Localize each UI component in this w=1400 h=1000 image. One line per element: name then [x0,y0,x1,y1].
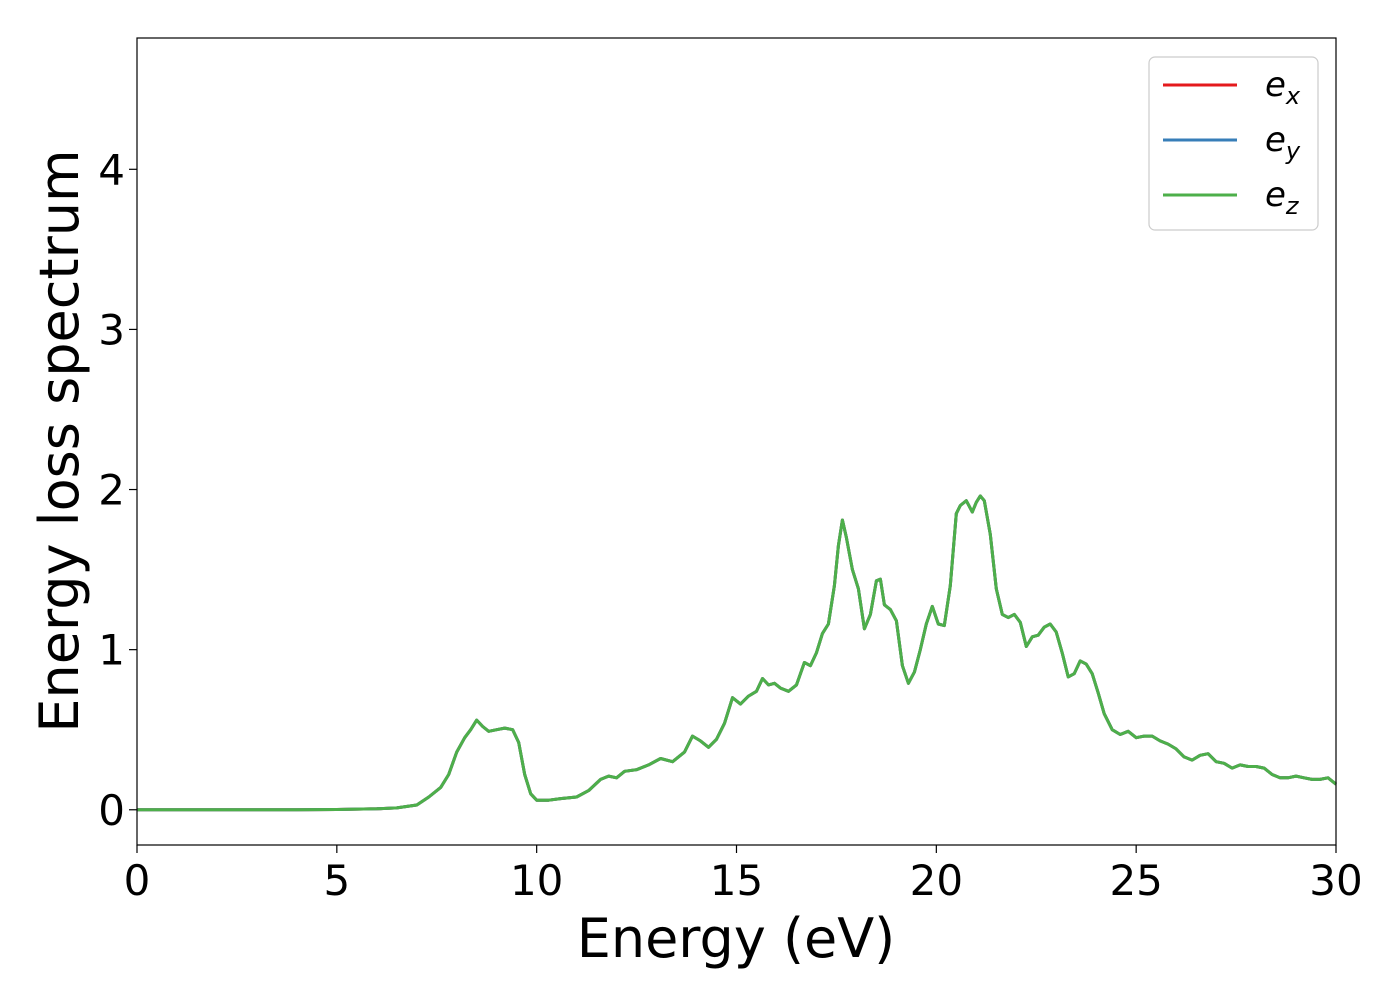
y-axis-ticks: 0 1 2 3 4 [98,145,137,835]
y-tick-label: 3 [98,305,125,354]
y-tick-label: 1 [98,626,125,675]
y-axis-label: Energy loss spectrum [28,149,91,732]
y-tick-label: 4 [98,145,125,194]
legend-box [1148,56,1319,231]
x-tick-label: 15 [710,856,763,905]
x-tick-label: 20 [910,856,963,905]
x-axis-label: Energy (eV) [577,907,896,970]
y-tick-label: 2 [98,466,125,515]
x-tick-label: 5 [323,856,350,905]
x-tick-label: 30 [1309,856,1362,905]
series-lines [137,494,1337,812]
x-axis-ticks: 0 5 10 15 20 25 30 [124,845,1363,905]
plot-area [137,38,1336,845]
x-tick-label: 0 [124,856,151,905]
series-line-e_z [137,494,1337,812]
x-tick-label: 10 [510,856,563,905]
y-tick-label: 0 [98,786,125,835]
x-tick-label: 25 [1109,856,1162,905]
